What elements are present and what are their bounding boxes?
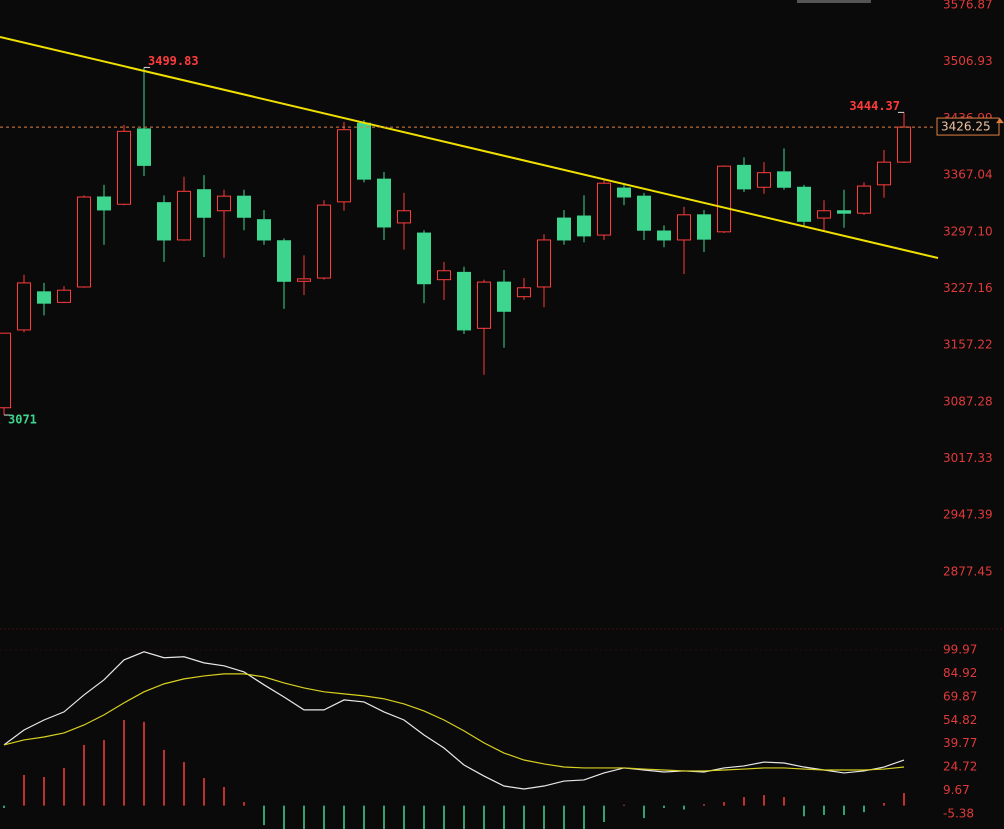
candle-body (277, 240, 291, 282)
y-tick-label: 69.87 (943, 689, 977, 703)
extreme-label: 3499.83 (148, 54, 199, 68)
candle-body (777, 171, 791, 188)
toolbar-stub (797, 0, 871, 3)
candle-body (477, 281, 491, 329)
candle-body (57, 289, 71, 303)
candle-body (157, 202, 171, 241)
y-tick-label: 3297.10 (943, 224, 993, 238)
y-tick-label: 3227.16 (943, 281, 993, 295)
candle-body (797, 186, 811, 222)
indicator-line (3, 651, 905, 790)
last-price-box (936, 117, 1000, 136)
candle-body (697, 214, 711, 240)
indicator-panel (3, 651, 905, 829)
candle-body (517, 287, 531, 298)
candle-body (597, 182, 611, 236)
candle-body (337, 129, 351, 203)
price-panel (0, 67, 911, 416)
candle-body (77, 196, 91, 288)
candle-body (117, 130, 131, 205)
candle-body (377, 178, 391, 228)
candle-body (217, 195, 231, 212)
y-tick-label: 39.77 (943, 736, 977, 750)
candle-body (37, 291, 51, 304)
candle-body (537, 239, 551, 288)
last-price-arrow (996, 118, 1004, 124)
candle-body (257, 219, 271, 241)
candle-body (417, 232, 431, 285)
trend-line (0, 36, 939, 259)
candle-body (617, 187, 631, 198)
candle-body (397, 210, 411, 224)
candle-body (737, 164, 751, 190)
candle-body (137, 128, 151, 166)
candle-body (657, 230, 671, 241)
candle-body (577, 215, 591, 237)
candle-body (897, 126, 911, 163)
extreme-label: 3444.37 (849, 99, 900, 113)
y-tick-label: 3576.87 (943, 0, 993, 11)
y-tick-label: 2947.39 (943, 508, 993, 522)
candle-body (17, 282, 31, 331)
candle-body (677, 214, 691, 241)
candle-body (237, 195, 251, 218)
candle-body (177, 190, 191, 241)
candle-body (197, 189, 211, 218)
candle-body (837, 210, 851, 214)
candle-body (557, 217, 571, 241)
candle-body (97, 196, 111, 211)
extreme-label: 3071 (8, 413, 37, 427)
candle-body (297, 278, 311, 282)
y-tick-label: 24.72 (943, 760, 977, 774)
y-tick-label: 54.82 (943, 713, 977, 727)
indicator-line (3, 673, 905, 772)
y-tick-label: 99.97 (943, 642, 977, 656)
candle-body (457, 271, 471, 331)
y-tick-label: 3157.22 (943, 338, 993, 352)
candle-body (497, 281, 511, 312)
candle-body (357, 122, 371, 180)
candle-body (317, 204, 331, 279)
candle-body (817, 210, 831, 219)
candle-body (0, 332, 11, 409)
y-tick-label: 3367.04 (943, 168, 993, 182)
last-price-label: 3426.25 (941, 120, 991, 134)
y-tick-label: 3087.28 (943, 394, 993, 408)
y-tick-label: 9.67 (943, 783, 970, 797)
y-tick-label: 3017.33 (943, 451, 993, 465)
candle-body (757, 172, 771, 188)
y-tick-label: 84.92 (943, 666, 977, 680)
candle-body (857, 185, 871, 214)
candle-body (637, 195, 651, 231)
candle-body (717, 165, 731, 233)
y-tick-label: 2877.45 (943, 564, 993, 578)
y-tick-label: 3506.93 (943, 54, 993, 68)
candle-body (437, 270, 451, 281)
candle-body (877, 161, 891, 186)
y-tick-label: -5.38 (943, 807, 974, 821)
